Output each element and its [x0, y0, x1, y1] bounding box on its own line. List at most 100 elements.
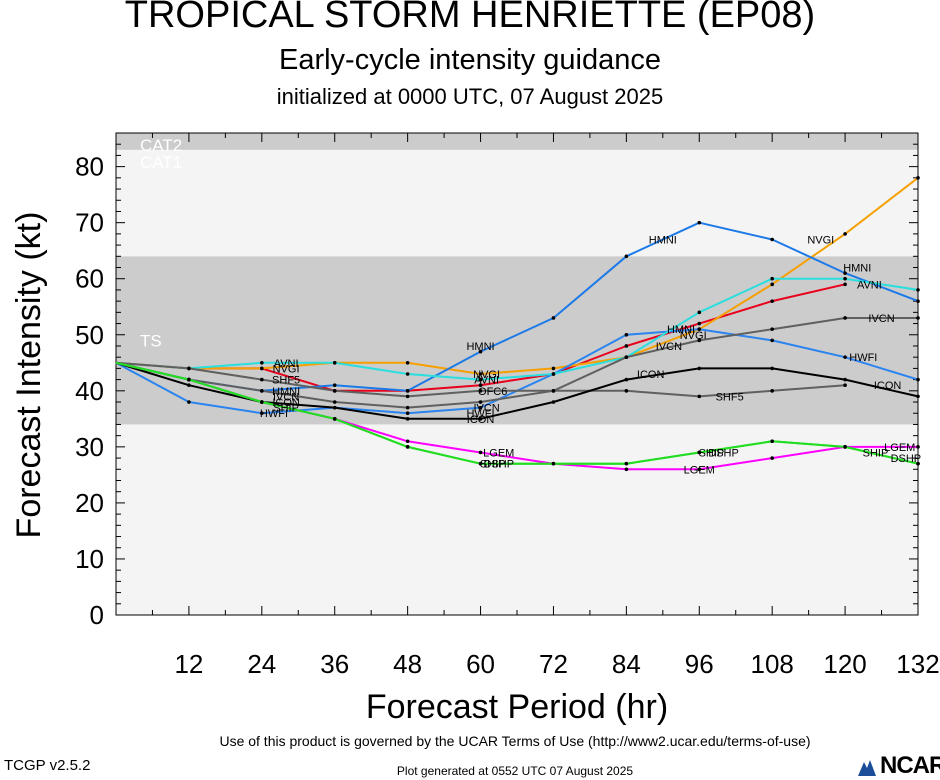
series-line-ship — [115, 361, 919, 465]
series-point-lgem — [916, 445, 920, 449]
series-point-ship — [624, 461, 629, 466]
series-point-shf5 — [187, 366, 191, 371]
series-point-ivcn — [478, 400, 483, 404]
model-label-dshp: DSHP — [891, 453, 922, 465]
series-point-hmni — [916, 299, 920, 303]
y-tick-label-80: 80 — [75, 152, 104, 182]
axes: 12 24 36 48 60 72 84 96 108 120 132 0 10 20 30 40 50 60 70… — [75, 132, 940, 679]
model-label-ivcn: IVCN — [656, 341, 682, 353]
band-cat1 — [116, 149, 918, 257]
series-line-ivcn — [115, 317, 918, 409]
model-label-hmni: HMNI — [272, 386, 300, 398]
series-point-shf5 — [843, 383, 847, 388]
model-label-dshp: DSHP — [483, 459, 514, 471]
series-point-nvgi — [770, 282, 774, 287]
model-label-avni: AVNI — [274, 358, 299, 370]
model-label-ofc6: OFC6 — [478, 386, 507, 398]
init-time: initialized at 0000 UTC, 07 August 2025 — [276, 84, 664, 109]
model-label-ship: SHIP — [699, 447, 725, 459]
y-tick-label-50: 50 — [75, 320, 104, 350]
y-tick-label-0: 0 — [90, 600, 104, 630]
series-point-hwfi — [405, 411, 410, 416]
series-point-ivcn — [624, 355, 629, 359]
series-point-avni — [478, 383, 483, 388]
x-tick-label-96: 96 — [685, 649, 714, 679]
series-point-nvgi — [843, 232, 847, 236]
model-label-hwfi: HWFI — [849, 352, 877, 364]
model-label-hwfi: HWFI — [466, 408, 494, 420]
series-line-nvgi — [115, 177, 919, 375]
series-point-lgem — [770, 456, 774, 460]
series-point-ivcn — [405, 405, 410, 410]
series-point-icon — [551, 400, 556, 404]
series-point-hwfi — [478, 405, 483, 410]
model-label-hmni: HMNI — [466, 341, 494, 353]
band-label-cat2: CAT2 — [140, 136, 182, 155]
series-point-shf5 — [332, 389, 337, 393]
y-axis-title: Forecast Intensity (kt) — [10, 212, 48, 539]
series-point-ship — [332, 417, 337, 421]
model-label-icon: ICON — [637, 369, 665, 381]
model-label-lgem: LGEM — [684, 464, 715, 476]
ncar-logo-icon — [858, 760, 876, 776]
series-point-hwfi — [770, 338, 774, 343]
model-label-ship: SHIP — [273, 403, 299, 415]
ncar-logo-text: NCAR — [880, 752, 940, 779]
x-tick-label-120: 120 — [823, 649, 866, 679]
series-point-hmni — [478, 349, 483, 354]
series-point-shf5 — [551, 389, 556, 393]
terms-of-use: Use of this product is governed by the U… — [219, 733, 811, 749]
series-point-hwfi — [843, 355, 847, 359]
series-point-ivcn — [843, 316, 847, 320]
band-ts — [116, 256, 918, 425]
series-point-icon — [916, 394, 920, 399]
series-point-ivcn — [260, 389, 264, 393]
series-point-icon — [624, 377, 629, 382]
series-point-icon — [332, 405, 337, 410]
series-point-hwfi — [916, 377, 920, 382]
series — [115, 176, 920, 472]
model-label-ship: SHIP — [480, 459, 506, 471]
series-point-ivcn — [332, 400, 337, 404]
series-point-icon — [697, 366, 702, 371]
series-point-hmni — [843, 271, 847, 275]
model-label-shf5: SHF5 — [272, 375, 300, 387]
model-label-nvgi: NVGI — [473, 369, 500, 381]
series-point-ship — [187, 377, 191, 382]
series-point-shf5 — [770, 389, 774, 393]
x-tick-label-24: 24 — [247, 649, 276, 679]
series-point-nvgi — [260, 366, 264, 371]
band-cat2 — [116, 133, 918, 150]
band-label-cat1: CAT1 — [140, 153, 182, 172]
y-tick-label-70: 70 — [75, 208, 104, 238]
x-tick-label-108: 108 — [750, 649, 793, 679]
x-axis-title: Forecast Period (hr) — [366, 688, 668, 726]
model-label-nvgi: NVGI — [807, 234, 834, 246]
generated-time: Plot generated at 0552 UTC 07 August 202… — [396, 764, 634, 778]
series-point-avni — [697, 321, 702, 326]
chart-subtitle: Early-cycle intensity guidance — [278, 44, 661, 76]
series-point-nvgi — [551, 366, 556, 371]
series-point-shf5 — [697, 394, 702, 399]
chart-title: TROPICAL STORM HENRIETTE (EP08) — [124, 0, 816, 36]
model-label-lgem: LGEM — [483, 447, 514, 459]
series-point-ivcn — [770, 327, 774, 331]
series-point-ship — [770, 439, 774, 444]
y-tick-label-60: 60 — [75, 264, 104, 294]
series-point-ctci — [770, 276, 774, 281]
y-tick-label-20: 20 — [75, 488, 104, 518]
series-point-lgem — [624, 467, 629, 472]
series-point-hmni — [697, 220, 702, 225]
series-point-ctci — [843, 276, 847, 281]
series-point-ctci — [260, 360, 264, 365]
model-label-hmni: HMNI — [843, 263, 871, 275]
series-point-hmni — [405, 389, 410, 393]
series-point-ship — [405, 445, 410, 449]
ncar-logo: NCAR — [856, 752, 940, 780]
series-point-hwfi — [260, 411, 264, 416]
series-point-ctci — [478, 377, 483, 382]
series-point-ship — [478, 461, 483, 466]
series-point-ivcn — [697, 338, 702, 343]
